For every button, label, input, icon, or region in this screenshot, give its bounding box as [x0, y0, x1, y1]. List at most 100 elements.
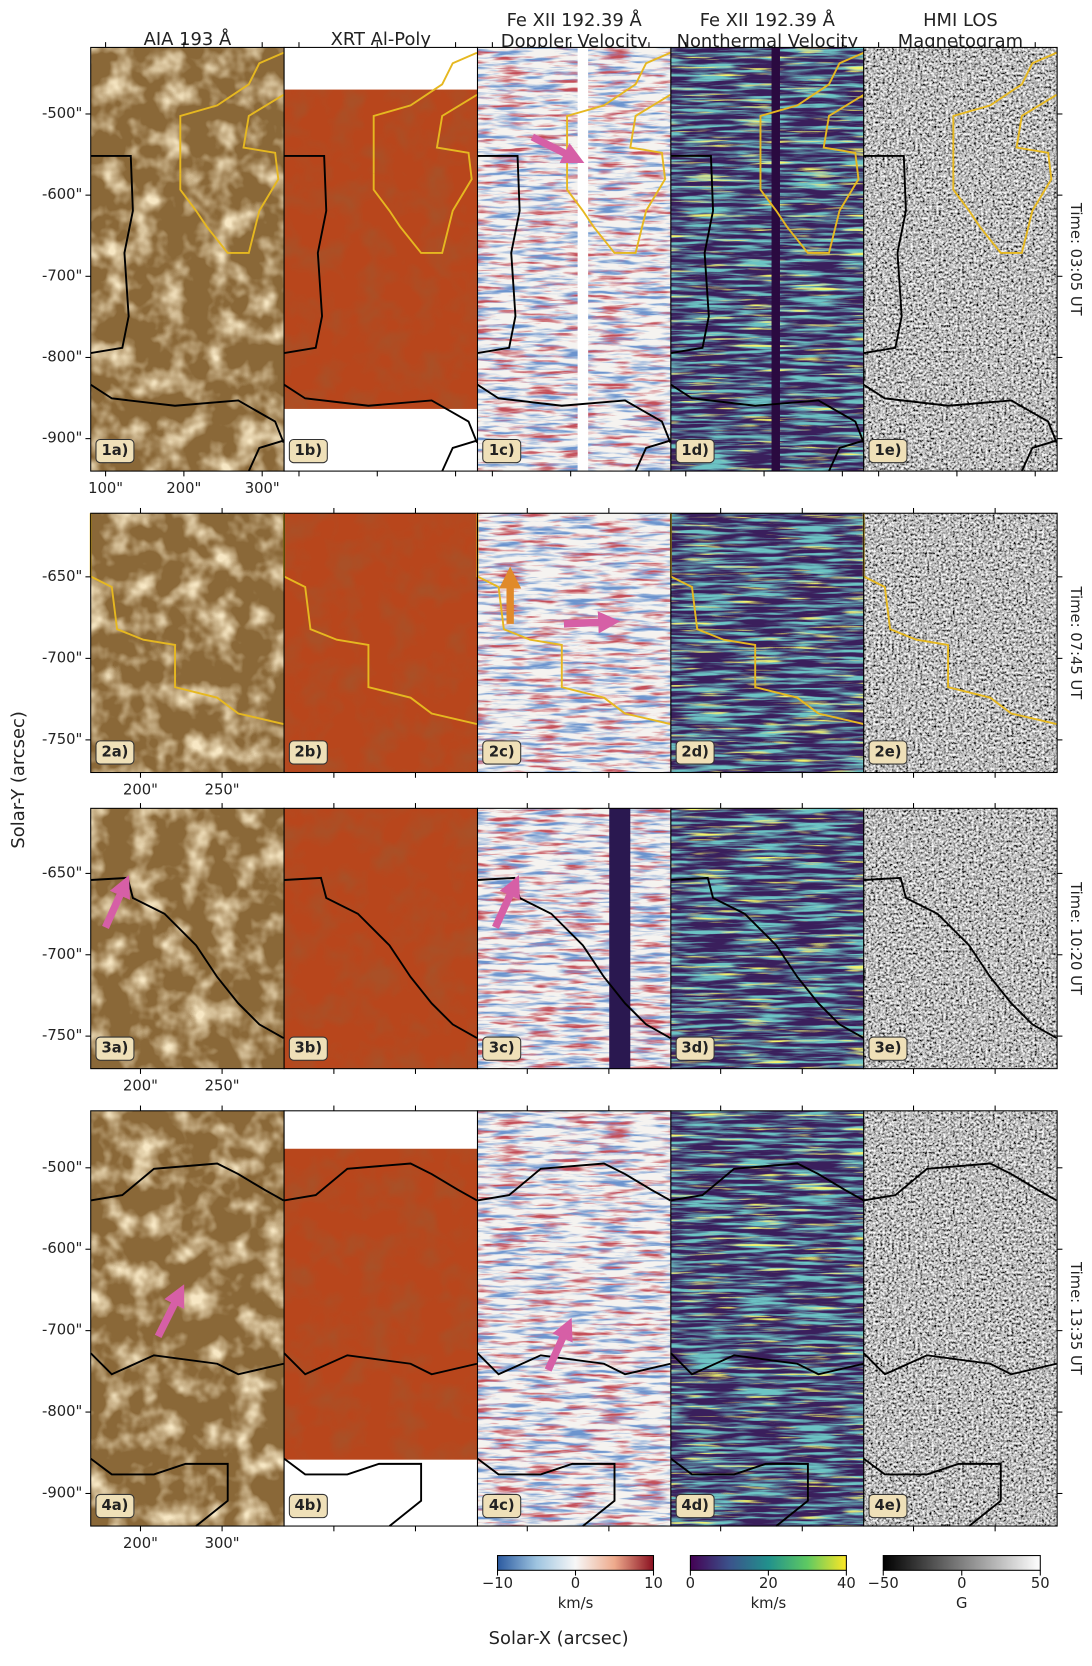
x-tick-label: 200": [123, 781, 158, 798]
panel-label: 3a): [101, 1040, 128, 1057]
image-texture: [284, 1110, 478, 1527]
panel-label: 4d): [681, 1497, 709, 1514]
contour: [863, 1457, 1002, 1527]
y-tick-label: -600": [42, 1240, 82, 1257]
image-texture: [90, 1110, 285, 1527]
contour: [247, 439, 284, 472]
contour: [828, 439, 865, 472]
y-axis-label: Solar-Y (arcsec): [8, 711, 29, 848]
colorbar-tick-label: 20: [759, 1575, 778, 1592]
panel-label-box: [675, 1036, 715, 1061]
panel-label: 4e): [874, 1497, 901, 1514]
y-tick-label: -700": [42, 649, 82, 666]
image-texture: [90, 513, 285, 773]
contour: [863, 876, 1058, 1039]
contour: [89, 513, 284, 725]
contour: [283, 513, 478, 725]
no-data: [284, 1110, 478, 1149]
x-tick-label: 250": [205, 1078, 240, 1095]
panel-label-box: [288, 1036, 328, 1061]
contour: [283, 1457, 423, 1527]
panel-label: 4b): [295, 1497, 323, 1514]
panel-label: 2e): [874, 743, 901, 760]
contour: [90, 1457, 229, 1527]
panel-label-box: [868, 1036, 908, 1061]
panel-label-box: [288, 1493, 328, 1519]
contour: [759, 51, 865, 174]
contour: [670, 1162, 865, 1202]
colorbar: [689, 1555, 847, 1571]
panel-label-box: [868, 1493, 908, 1519]
x-tick-label: 300": [245, 480, 280, 497]
time-label: Time: 07:45 UT: [1067, 585, 1084, 700]
data-gap: [771, 47, 780, 472]
colorbar-tick-label: 50: [1031, 1575, 1050, 1592]
x-tick-label: 200": [166, 480, 201, 497]
contour: [179, 51, 284, 174]
colorbar-unit: G: [956, 1595, 967, 1612]
image-texture: [863, 513, 1058, 773]
colorbar-tick-label: 0: [686, 1575, 695, 1592]
contour: [477, 155, 521, 354]
contour: [90, 1352, 284, 1376]
contour: [476, 1457, 616, 1527]
panel-label: 1a): [101, 442, 128, 459]
column-title: AIA 193 Å: [144, 28, 232, 50]
panel-label: 3c): [489, 1040, 515, 1057]
contour: [670, 1457, 809, 1527]
panel-label: 2a): [101, 743, 128, 760]
y-tick-label: -500": [42, 105, 82, 122]
time-label: Time: 13:35 UT: [1067, 1261, 1084, 1376]
y-tick-label: -700": [42, 1322, 82, 1339]
image-texture: [477, 808, 671, 1069]
column-title: XRT Al-Poly: [331, 29, 432, 50]
y-tick-label: -900": [42, 430, 82, 447]
panel-label: 2b): [295, 743, 323, 760]
colorbar-unit: km/s: [558, 1595, 594, 1612]
image-texture: [284, 47, 478, 472]
y-tick-label: -700": [42, 946, 82, 963]
panel-label: 3e): [874, 1040, 901, 1057]
panel-label: 4a): [101, 1497, 128, 1514]
contour: [179, 94, 285, 254]
image-texture: [477, 1110, 671, 1527]
panel-frame: [863, 1110, 1058, 1527]
panel-label: 1d): [681, 442, 709, 459]
panel-frame: [863, 807, 1058, 1070]
panel-label-box: [675, 438, 715, 464]
contour: [952, 51, 1057, 174]
contour: [670, 1352, 864, 1376]
image-texture: [284, 513, 478, 773]
arrow: [102, 875, 130, 929]
x-tick-label: 200": [123, 1535, 158, 1552]
image-texture: [670, 1110, 864, 1527]
contour: [372, 51, 478, 174]
panel-label: 3b): [295, 1040, 323, 1057]
contour: [476, 383, 672, 443]
y-tick-label: -750": [42, 1027, 82, 1044]
contour: [1020, 439, 1057, 472]
colorbar: [882, 1555, 1041, 1571]
time-label: Time: 10:20 UT: [1067, 881, 1084, 996]
contour: [90, 1162, 285, 1202]
y-tick-label: -750": [42, 731, 82, 748]
colorbar-tick-label: 40: [837, 1575, 856, 1592]
contour: [441, 439, 478, 472]
colorbar-tick-label: −10: [482, 1575, 513, 1592]
panel-label-box: [675, 1493, 715, 1519]
y-tick-label: -700": [42, 267, 82, 284]
image-texture: [90, 808, 285, 1069]
panel-label-box: [868, 740, 908, 765]
image-texture: [477, 47, 671, 472]
no-data: [284, 47, 478, 90]
image-texture: [863, 47, 1058, 472]
arrow: [544, 1317, 573, 1372]
image-texture: [863, 808, 1058, 1069]
panel-label-box: [95, 1493, 135, 1519]
colorbar-unit: km/s: [751, 1595, 787, 1612]
arrow: [154, 1284, 185, 1338]
x-tick-label: 100": [88, 480, 123, 497]
panel-label: 1c): [489, 442, 515, 459]
contour: [372, 94, 478, 254]
x-tick-label: 250": [205, 781, 240, 798]
